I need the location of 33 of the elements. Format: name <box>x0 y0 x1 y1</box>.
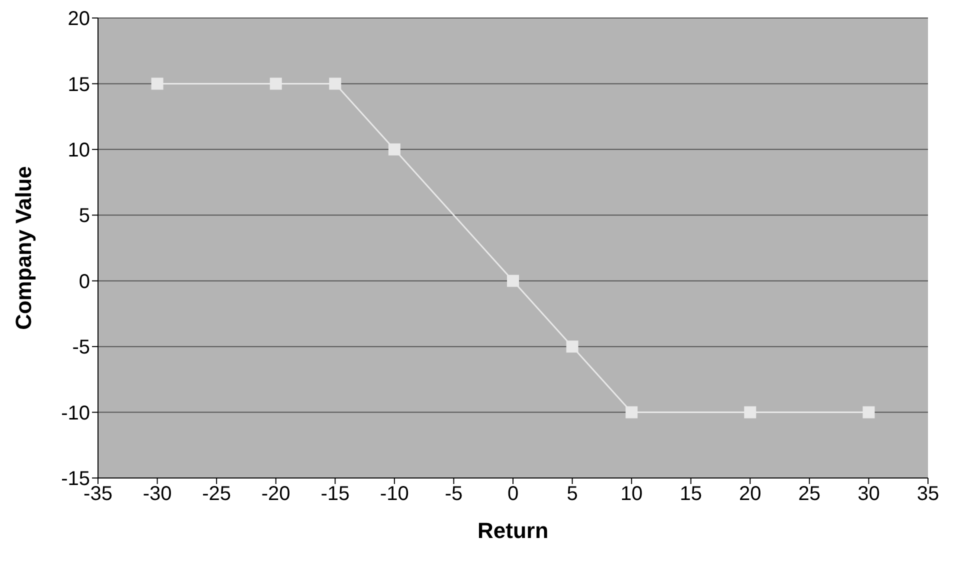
x-tick-label: 0 <box>507 483 519 506</box>
x-tick-label: -25 <box>202 483 232 506</box>
x-tick-label: -30 <box>142 483 172 506</box>
point <box>151 78 164 90</box>
y-tick-label: 5 <box>78 205 90 228</box>
x-tick-label: -20 <box>261 483 290 506</box>
x-tick-label: 10 <box>620 483 643 506</box>
point <box>744 406 756 418</box>
y-tick-label: 0 <box>78 270 90 293</box>
x-axis-title: Return <box>478 518 548 543</box>
x-tick-label: 5 <box>566 483 578 506</box>
y-tick-label: -10 <box>61 402 90 424</box>
x-tick-label: 25 <box>798 483 821 506</box>
point <box>329 78 342 90</box>
x-tick-label: 15 <box>680 483 702 506</box>
x-tick-label: 30 <box>858 483 880 506</box>
point <box>507 274 519 287</box>
y-tick-label: 15 <box>68 74 90 96</box>
y-tick-label: 10 <box>68 140 90 162</box>
point <box>270 78 282 90</box>
x-tick-label: 35 <box>916 483 940 506</box>
point <box>862 406 875 418</box>
x-tick-label: 20 <box>739 483 762 506</box>
point <box>626 406 638 418</box>
y-tick-label: 20 <box>68 8 90 30</box>
y-tick-label: -5 <box>72 336 90 359</box>
x-tick-label: -10 <box>380 483 409 506</box>
y-tick-label: -15 <box>61 468 90 490</box>
x-tick-label: -15 <box>320 483 350 506</box>
point <box>566 340 578 353</box>
point <box>388 143 400 156</box>
y-axis-title: Company Value <box>10 166 36 330</box>
x-tick-label: -5 <box>444 483 463 506</box>
